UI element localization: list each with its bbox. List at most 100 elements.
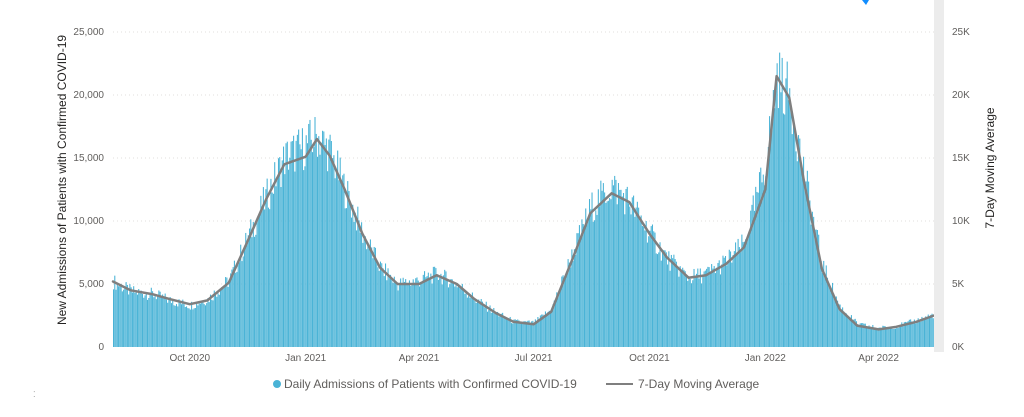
x-axis-ticks: Oct 2020 Jan 2021 Apr 2021 Jul 2021 Oct 2021… <box>170 353 900 364</box>
daily-admissions-bar <box>602 183 604 347</box>
daily-admissions-bar <box>724 256 727 347</box>
daily-admissions-bar <box>319 154 321 347</box>
daily-admissions-bar <box>707 266 709 347</box>
daily-admissions-bar <box>300 149 302 347</box>
daily-admissions-bar <box>133 286 135 347</box>
daily-admissions-bar <box>198 303 200 347</box>
x-tick-label: Oct 2020 <box>170 353 211 364</box>
daily-admissions-bar <box>573 249 575 347</box>
daily-admissions-bar <box>305 135 307 347</box>
daily-admissions-bar <box>578 225 580 347</box>
daily-admissions-bar <box>541 314 543 347</box>
daily-admissions-bar <box>494 312 496 347</box>
daily-admissions-bar <box>412 279 414 347</box>
daily-admissions-bar <box>359 232 361 347</box>
daily-admissions-bar <box>149 294 151 347</box>
daily-admissions-bar <box>309 119 311 347</box>
daily-admissions-bar <box>634 216 636 347</box>
x-tick-label: Oct 2021 <box>629 353 670 364</box>
daily-admissions-bar <box>906 322 908 347</box>
daily-admissions-bar <box>228 279 230 347</box>
daily-admissions-bar <box>352 204 354 347</box>
daily-admissions-bar <box>644 230 646 347</box>
daily-admissions-bar <box>869 326 871 347</box>
daily-admissions-bar <box>182 299 184 347</box>
moving-average-series[interactable] <box>111 74 936 331</box>
daily-admissions-bar <box>236 271 238 347</box>
daily-admissions-bar <box>286 141 288 347</box>
daily-admissions-bar <box>254 236 256 347</box>
daily-admissions-bar <box>557 294 559 347</box>
daily-admissions-bar <box>217 293 219 347</box>
daily-admissions-bar <box>572 260 574 347</box>
daily-admissions-bar <box>664 250 666 347</box>
daily-admissions-bar <box>701 283 703 347</box>
daily-admissions-bar <box>689 279 691 347</box>
daily-admissions-bar <box>390 274 392 347</box>
daily-admissions-bar <box>421 281 423 347</box>
daily-admissions-bar <box>591 192 593 347</box>
daily-admissions-bar <box>449 284 451 347</box>
daily-admissions-bar <box>484 307 486 347</box>
daily-admissions-bar <box>284 174 286 347</box>
daily-admissions-bar <box>872 324 874 347</box>
daily-admissions-bar <box>622 192 625 347</box>
daily-admissions-bar <box>606 201 608 347</box>
daily-admissions-bar <box>805 181 807 347</box>
daily-admissions-bar <box>134 292 136 347</box>
daily-admissions-bar <box>709 271 711 347</box>
moving-average-line <box>111 74 936 331</box>
daily-admissions-bar <box>403 281 405 347</box>
x-tick-label: Jul 2021 <box>515 353 553 364</box>
daily-admissions-bar <box>844 312 846 347</box>
daily-admissions-bar <box>638 207 640 347</box>
daily-admissions-bar <box>318 136 320 347</box>
daily-admissions-bar <box>684 271 686 347</box>
daily-admissions-bar <box>640 215 642 347</box>
daily-admissions-bar <box>215 293 217 347</box>
daily-admissions-bar <box>624 214 626 347</box>
daily-admissions-bar <box>251 237 253 347</box>
daily-admissions-bar <box>539 315 541 347</box>
daily-admissions-bar <box>570 267 572 347</box>
daily-admissions-bar <box>272 193 274 347</box>
daily-admissions-bar <box>887 327 889 347</box>
daily-admissions-bar <box>452 283 455 347</box>
daily-admissions-bar <box>288 169 290 347</box>
daily-admissions-bar <box>426 276 428 347</box>
daily-admissions-bar <box>655 253 657 347</box>
daily-admissions-bar <box>473 297 475 347</box>
daily-admissions-bar <box>575 254 577 347</box>
daily-admissions-bar <box>129 284 131 347</box>
daily-admissions-bar <box>740 252 742 347</box>
daily-admissions-bar <box>221 287 223 347</box>
daily-admissions-bar <box>148 297 150 347</box>
daily-admissions-bar <box>611 179 613 347</box>
scrollbar-track[interactable] <box>934 0 944 352</box>
daily-admissions-bar <box>257 216 259 347</box>
daily-admissions-bar <box>159 291 161 347</box>
daily-admissions-bar <box>446 279 448 347</box>
daily-admissions-bar <box>786 61 788 348</box>
daily-admissions-bar <box>295 140 297 347</box>
daily-admissions-bar <box>131 292 133 347</box>
y-tick-label-left: 20,000 <box>73 90 104 101</box>
legend[interactable]: Daily Admissions of Patients with Confir… <box>273 377 760 391</box>
daily-admissions-bar <box>465 293 467 347</box>
daily-admissions-bar <box>645 221 647 347</box>
daily-admissions-bar <box>761 182 763 347</box>
daily-admissions-bar <box>764 185 766 347</box>
daily-admissions-bar <box>471 292 473 347</box>
daily-admissions-bar <box>400 278 402 347</box>
bar-series[interactable] <box>113 52 934 348</box>
daily-admissions-bar <box>857 324 859 347</box>
daily-admissions-bar <box>814 229 816 347</box>
daily-admissions-bar <box>173 305 175 347</box>
daily-admissions-bar <box>459 286 461 347</box>
daily-admissions-bar <box>349 203 351 347</box>
daily-admissions-bar <box>490 312 492 347</box>
daily-admissions-bar <box>738 247 740 347</box>
daily-admissions-bar <box>291 141 293 347</box>
daily-admissions-bar <box>612 185 614 347</box>
daily-admissions-bar <box>353 221 355 347</box>
